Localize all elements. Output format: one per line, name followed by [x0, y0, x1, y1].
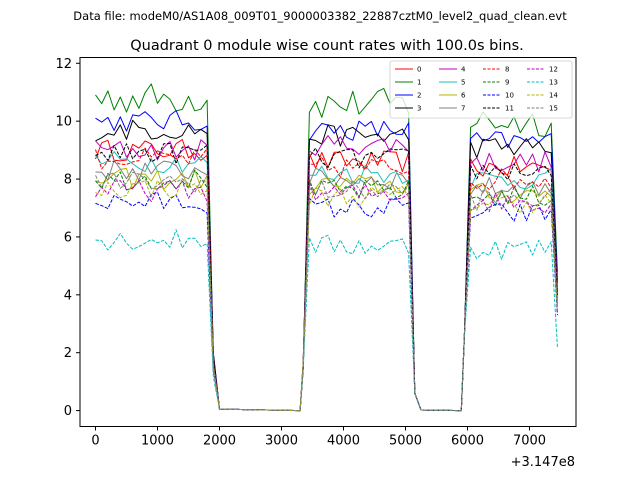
x-tick-label: 6000 [451, 434, 484, 449]
y-axis: 0 2 4 6 8 10 12 [55, 57, 80, 419]
series-line-9 [95, 169, 558, 412]
series-line-10 [95, 191, 558, 412]
series-line-12 [95, 180, 558, 412]
x-tick-label: 7000 [513, 434, 546, 449]
series-line-3 [95, 119, 558, 412]
series-line-6 [95, 167, 558, 412]
legend-label-15: 15 [549, 105, 558, 113]
series-line-7 [95, 159, 558, 412]
legend-label-14: 14 [549, 92, 558, 100]
plot-area [95, 83, 558, 412]
y-tick-label: 4 [64, 288, 72, 303]
legend-label-3: 3 [417, 105, 421, 113]
legend-label-10: 10 [505, 92, 514, 100]
legend-label-5: 5 [461, 79, 465, 87]
series-line-0 [95, 139, 558, 412]
legend-label-13: 13 [549, 79, 558, 87]
x-tick-label: 4000 [327, 434, 360, 449]
legend-label-1: 1 [417, 79, 421, 87]
y-tick-label: 2 [64, 346, 72, 361]
legend-label-9: 9 [505, 79, 509, 87]
x-tick-label: 5000 [389, 434, 422, 449]
y-tick-label: 0 [64, 404, 72, 419]
legend-label-0: 0 [417, 66, 421, 74]
legend-label-12: 12 [549, 66, 558, 74]
legend-label-6: 6 [461, 92, 466, 100]
series-line-13 [95, 229, 558, 412]
series-line-14 [95, 178, 558, 412]
series-line-1 [95, 83, 558, 412]
series-line-11 [95, 143, 558, 412]
legend-label-8: 8 [505, 66, 509, 74]
series-line-15 [95, 171, 558, 412]
x-tick-label: 2000 [203, 434, 236, 449]
legend-label-2: 2 [417, 92, 421, 100]
y-tick-label: 6 [64, 230, 72, 245]
legend-label-4: 4 [461, 66, 466, 74]
chart-title: Quadrant 0 module wise count rates with … [130, 38, 524, 54]
y-tick-label: 10 [55, 115, 72, 130]
x-offset-label: +3.147e8 [511, 455, 575, 470]
x-tick-label: 0 [91, 434, 99, 449]
file-header: Data file: modeM0/AS1A08_009T01_90000033… [73, 9, 567, 23]
series-line-5 [95, 151, 558, 412]
series-line-2 [95, 110, 558, 412]
x-tick-label: 1000 [141, 434, 174, 449]
legend-box [389, 60, 573, 119]
y-tick-label: 12 [55, 57, 72, 72]
x-tick-label: 3000 [265, 434, 298, 449]
legend-label-7: 7 [461, 105, 465, 113]
series-line-8 [95, 147, 558, 412]
axes-frame [79, 57, 577, 427]
y-tick-label: 8 [64, 173, 72, 188]
series-line-4 [95, 135, 558, 412]
legend-label-11: 11 [505, 105, 514, 113]
x-axis: 0 1000 2000 3000 4000 5000 6000 7000 [91, 426, 546, 449]
